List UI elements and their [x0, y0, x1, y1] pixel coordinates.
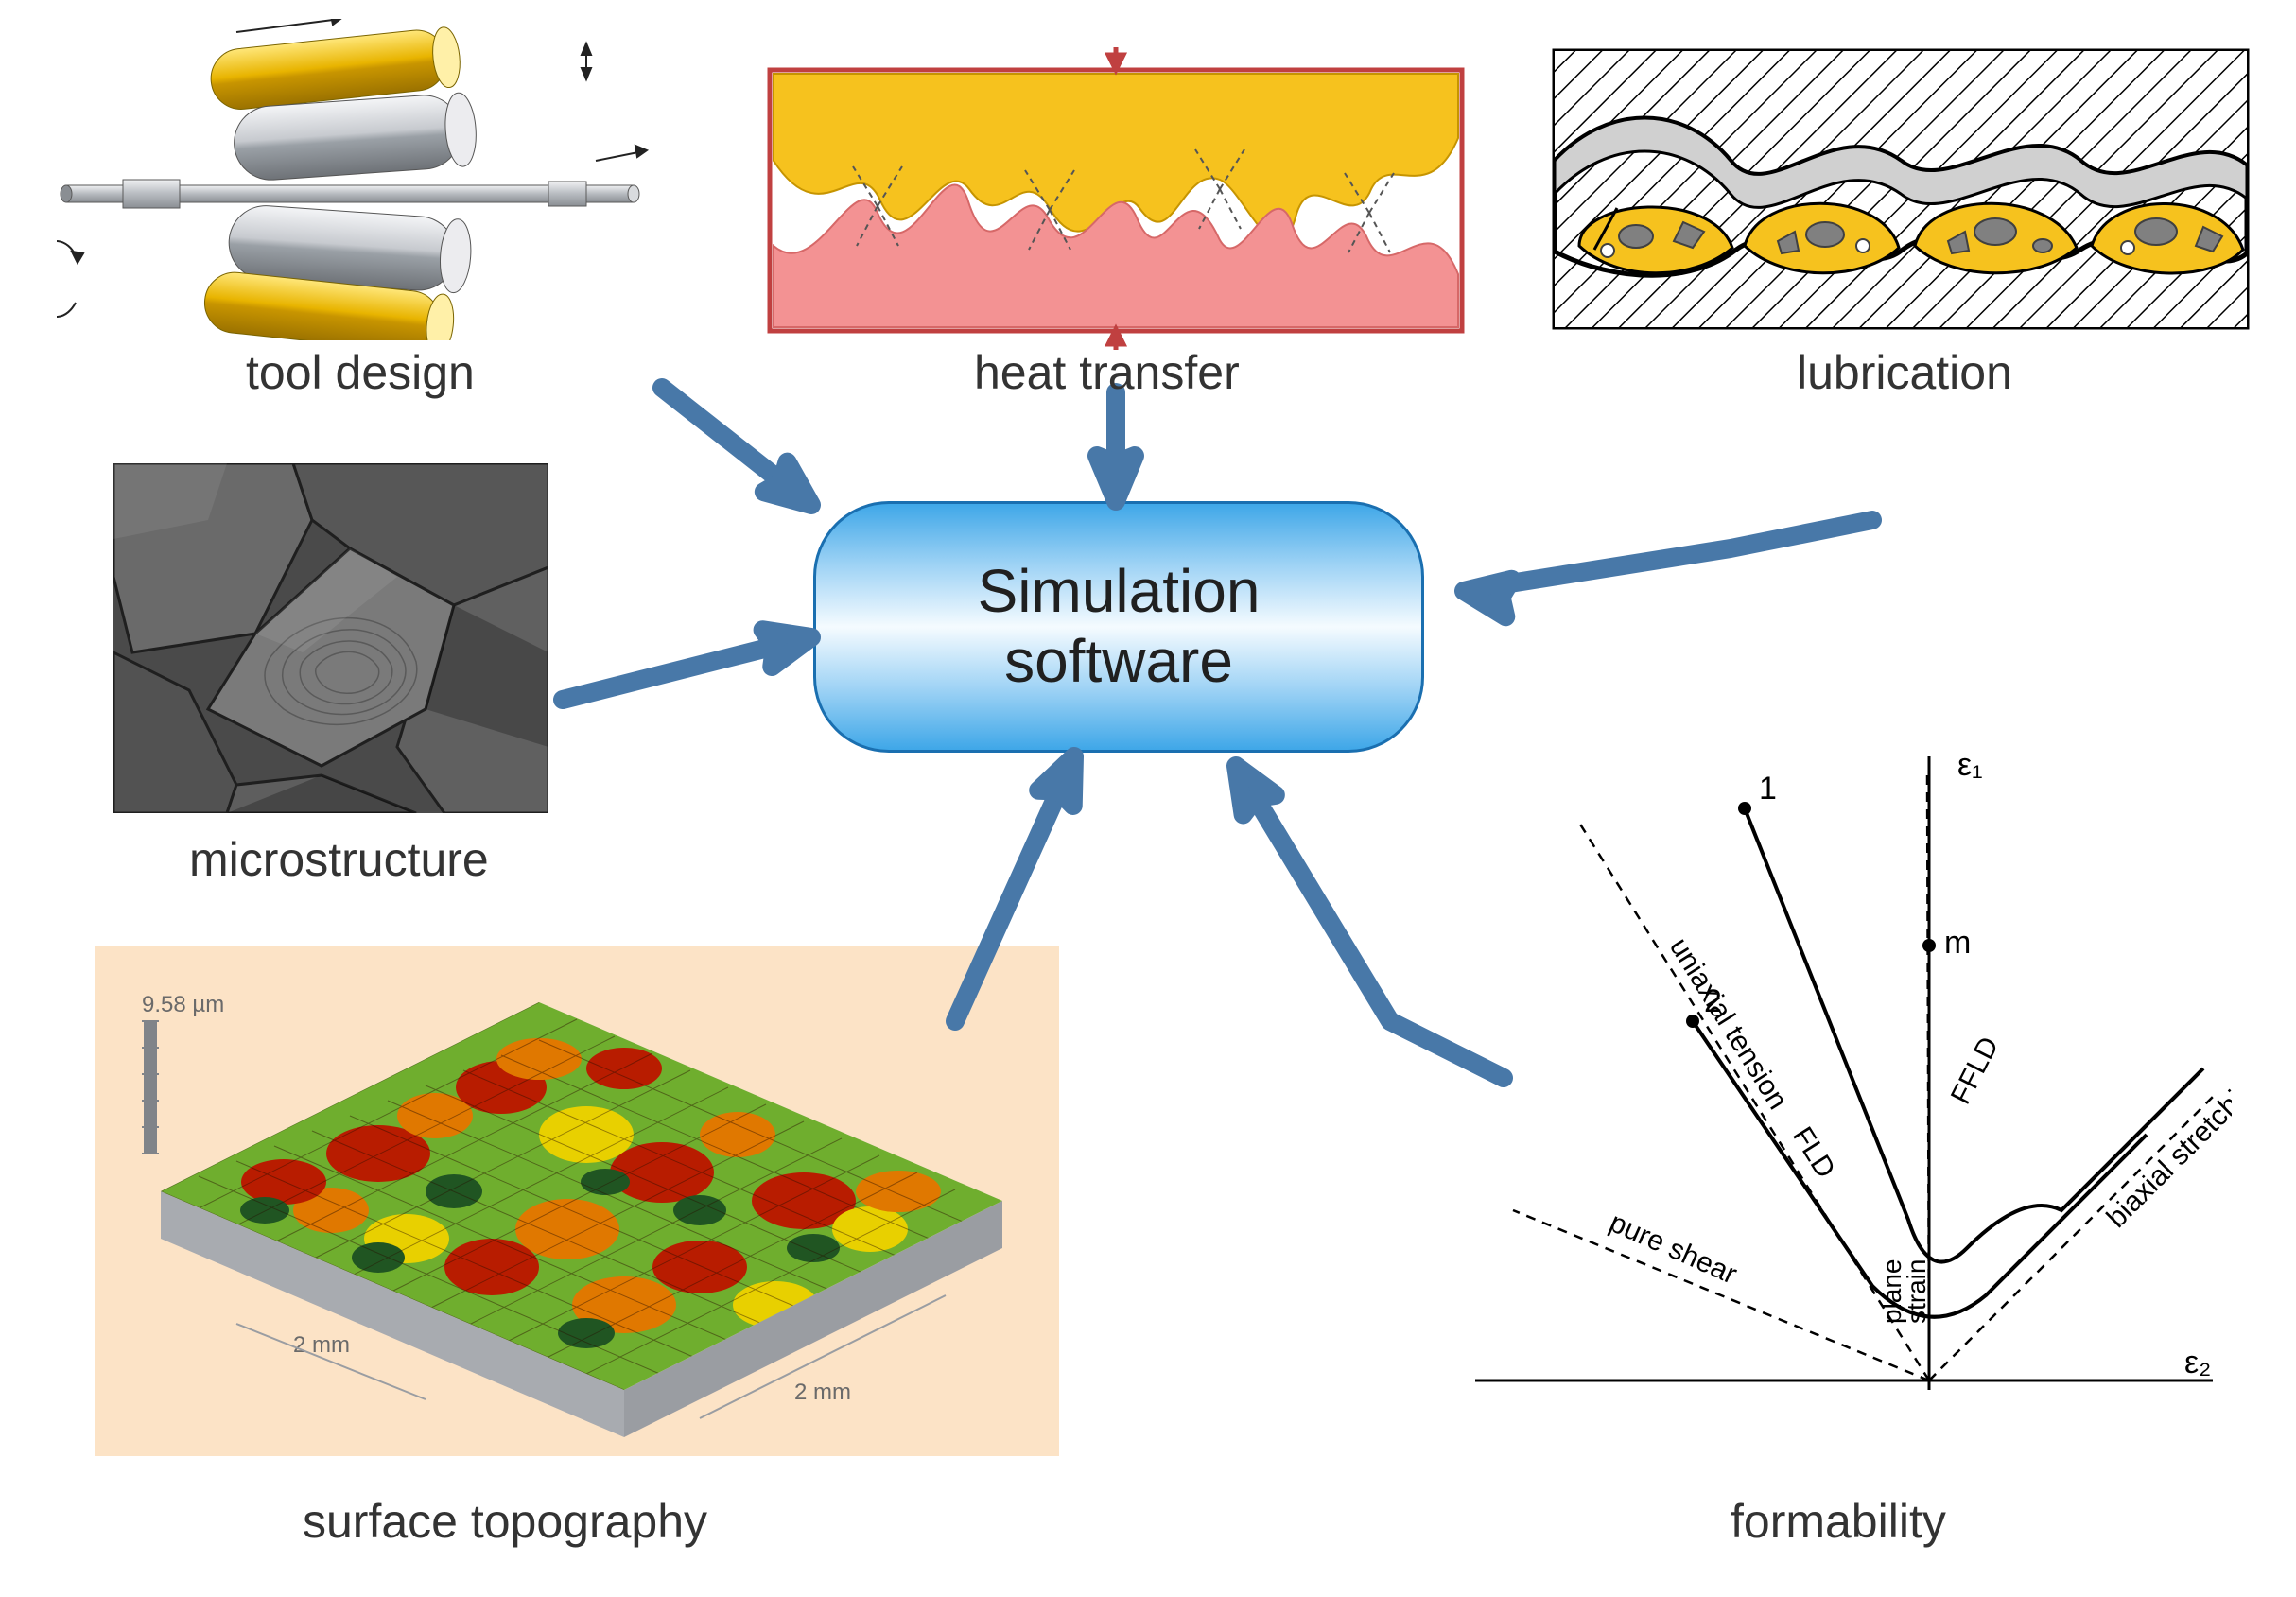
lubrication-label: lubrication	[1797, 345, 2012, 400]
tool-design-panel	[57, 19, 662, 340]
formability-pt1: 1	[1759, 771, 1777, 807]
heat-transfer-label: heat transfer	[974, 345, 1240, 400]
formability-x-axis-label: ε₂	[2184, 1345, 2211, 1380]
lubrication-panel	[1551, 47, 2251, 331]
simulation-line1: Simulation	[978, 557, 1261, 627]
formability-panel: ε₁ ε₂ 1 2 m uniaxial tension pure shear …	[1456, 719, 2232, 1456]
simulation-software-box: Simulation software	[813, 501, 1424, 753]
topo-zscale-label: 9.58 µm	[142, 992, 224, 1017]
formability-m: m	[1944, 925, 1971, 961]
formability-y-axis-label: ε₁	[1957, 747, 1983, 783]
surface-topography-panel: 9.58 µm 2 mm 2 mm	[95, 946, 1059, 1456]
formability-biaxial-label: biaxial stretching	[2101, 1063, 2232, 1234]
simulation-line2: software	[1004, 627, 1233, 697]
formability-strain-label: strain	[1902, 1259, 1931, 1324]
formability-pureshear-label: pure shear	[1605, 1206, 1741, 1290]
heat-transfer-panel	[766, 47, 1466, 350]
diagram-canvas: 9.58 µm 2 mm 2 mm ε₁ ε₂ 1	[0, 0, 2296, 1597]
tool-design-label: tool design	[246, 345, 475, 400]
topo-xscale-label-right: 2 mm	[794, 1380, 851, 1405]
topo-xscale-label-left: 2 mm	[293, 1332, 350, 1358]
formability-ffld-label: FFLD	[1945, 1032, 2005, 1109]
microstructure-panel	[113, 463, 548, 813]
formability-uniaxial-label: uniaxial tension	[1663, 932, 1794, 1115]
surface-topography-label: surface topography	[303, 1494, 707, 1549]
microstructure-label: microstructure	[189, 832, 489, 887]
formability-label: formability	[1731, 1494, 1946, 1549]
